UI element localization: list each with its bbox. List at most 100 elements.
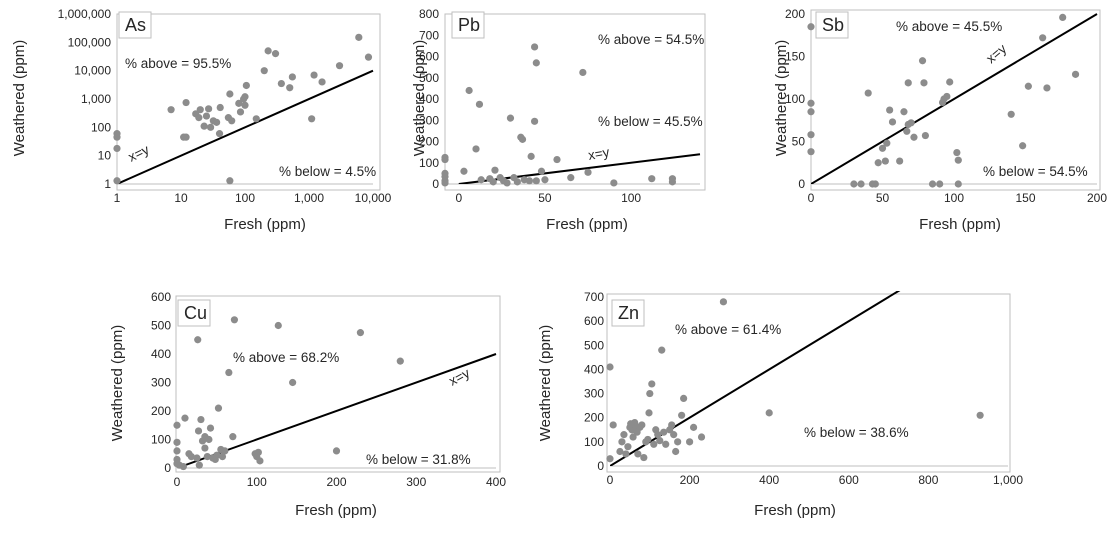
y-tick-label: 0 [798, 177, 805, 191]
data-point [228, 117, 236, 125]
data-point [206, 123, 215, 131]
data-point [656, 437, 664, 445]
identity-line-label: x=y [587, 144, 611, 163]
panel-label: Zn [611, 299, 645, 327]
data-point [254, 448, 262, 456]
x-tick-label: 10 [174, 191, 188, 205]
data-point [976, 411, 984, 419]
data-point [491, 166, 499, 174]
y-tick-label: 10,000 [74, 64, 111, 78]
y-tick-label: 300 [584, 387, 604, 401]
data-point [203, 453, 211, 461]
data-point [532, 59, 540, 67]
data-point [332, 447, 341, 455]
x-tick-label: 200 [1087, 191, 1107, 205]
data-point [173, 421, 181, 429]
data-point [182, 133, 190, 141]
panel-sb: 0 50 100 150 200 0 50 100 150 200 Fresh (ppm) Weath… [773, 7, 1107, 233]
data-point [318, 78, 326, 86]
y-tick-label: 700 [584, 290, 604, 304]
data-point [634, 450, 642, 458]
panel-label: Sb [815, 11, 849, 39]
data-point [518, 135, 527, 143]
panel-label: As [118, 11, 152, 39]
data-point [226, 90, 234, 98]
y-axis-title: Weathered (ppm) [109, 325, 126, 441]
data-point [606, 455, 614, 463]
data-point [475, 100, 484, 108]
y-tick-label: 500 [584, 338, 604, 352]
y-tick-label: 400 [584, 362, 604, 376]
y-tick-label: 400 [151, 347, 171, 361]
data-point [646, 389, 654, 398]
x-tick-label: 150 [1015, 191, 1035, 205]
y-tick-label: 200 [419, 135, 439, 149]
data-point [680, 394, 688, 402]
data-point [235, 99, 243, 107]
data-point [903, 127, 911, 135]
percent-above-label: % above = 61.4% [675, 322, 781, 337]
data-point [654, 431, 662, 439]
x-tick-label: 200 [680, 473, 700, 487]
data-point [553, 155, 561, 164]
data-point [277, 79, 285, 88]
data-point [1059, 13, 1067, 21]
panel-pb: 0 100 200 300 400 500 600 700 800 0 50 100 Fresh (pp… [411, 7, 706, 233]
data-point [181, 414, 189, 422]
data-point [477, 176, 485, 184]
data-point [200, 122, 208, 130]
data-point [441, 155, 449, 164]
data-point [218, 453, 227, 461]
identity-line [610, 291, 901, 466]
data-point [1043, 84, 1051, 92]
data-point [946, 78, 954, 86]
data-point [503, 179, 511, 187]
data-point [537, 167, 546, 175]
data-point [888, 118, 897, 126]
data-point [904, 79, 912, 87]
panel-label-text: Zn [618, 303, 639, 323]
data-point [205, 435, 213, 444]
y-axis-title: Weathered (ppm) [411, 40, 428, 156]
data-point [620, 431, 628, 439]
y-tick-label: 1 [104, 177, 111, 191]
data-point [686, 438, 694, 446]
panel-frame [606, 293, 1011, 473]
data-point [513, 178, 521, 186]
data-point [954, 156, 962, 164]
data-point [936, 180, 944, 188]
y-tick-label: 100,000 [68, 35, 112, 49]
data-point [214, 404, 223, 412]
data-point [465, 86, 473, 95]
data-point [871, 180, 879, 188]
data-point [579, 68, 587, 77]
y-tick-label: 1,000 [81, 92, 111, 106]
data-point [910, 133, 918, 141]
data-point [610, 179, 618, 187]
data-point [202, 112, 211, 120]
y-tick-label: 100 [91, 120, 111, 134]
panel-cu: 0 100 200 300 400 500 600 0 100 200 300 400 Fresh (p… [109, 290, 506, 519]
data-point [807, 131, 815, 139]
y-tick-label: 200 [151, 404, 171, 418]
data-point [288, 73, 296, 81]
y-axis-title: Weathered (ppm) [537, 325, 554, 441]
y-tick-label: 50 [792, 135, 806, 149]
data-point [883, 139, 891, 147]
panel-label: Pb [451, 11, 485, 39]
data-point [472, 145, 480, 153]
panel-frame [175, 295, 501, 473]
x-tick-label: 50 [876, 191, 890, 205]
x-tick-label: 300 [406, 475, 426, 489]
data-point [271, 50, 280, 58]
data-point [241, 101, 249, 109]
data-point [527, 152, 535, 160]
data-point [638, 421, 646, 429]
x-axis-title: Fresh (ppm) [919, 216, 1001, 233]
data-point [807, 23, 815, 31]
panel-label-text: Cu [184, 303, 207, 323]
data-point [355, 33, 363, 41]
identity-line [117, 69, 374, 184]
data-point [213, 118, 221, 126]
x-tick-label: 100 [247, 475, 267, 489]
